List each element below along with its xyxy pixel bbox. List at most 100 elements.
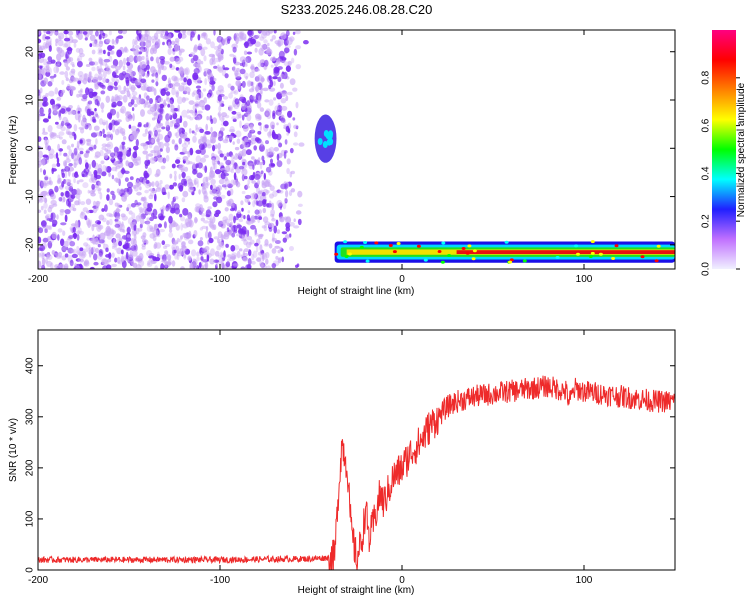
noise-dot bbox=[222, 120, 229, 127]
noise-dot bbox=[126, 234, 131, 238]
noise-dot bbox=[285, 226, 290, 232]
noise-dot bbox=[263, 39, 268, 44]
signal-band-speck bbox=[614, 244, 619, 248]
noise-dot bbox=[136, 255, 141, 261]
noise-dot bbox=[76, 58, 80, 62]
noise-dot bbox=[71, 203, 76, 208]
noise-dot bbox=[218, 162, 224, 167]
noise-dot bbox=[271, 35, 276, 40]
noise-dot bbox=[209, 218, 213, 223]
noise-dot bbox=[230, 154, 235, 160]
noise-dot bbox=[167, 191, 170, 200]
noise-dot bbox=[266, 265, 272, 269]
noise-dot bbox=[113, 160, 118, 166]
noise-dot bbox=[260, 30, 267, 39]
noise-dot bbox=[148, 133, 152, 142]
noise-dot bbox=[202, 88, 207, 92]
noise-dot bbox=[100, 102, 105, 110]
noise-dot bbox=[97, 187, 101, 195]
noise-dot bbox=[289, 233, 292, 238]
noise-dot bbox=[161, 240, 166, 246]
noise-dot bbox=[187, 161, 193, 165]
noise-dot bbox=[81, 250, 87, 256]
noise-dot bbox=[243, 36, 247, 42]
noise-dot bbox=[152, 208, 158, 217]
noise-dot bbox=[250, 38, 256, 45]
noise-dot bbox=[252, 250, 258, 258]
noise-dot bbox=[138, 32, 142, 40]
noise-dot bbox=[252, 164, 255, 171]
noise-dot bbox=[148, 194, 154, 200]
noise-dot bbox=[194, 179, 197, 186]
noise-dot bbox=[134, 134, 138, 140]
noise-dot bbox=[230, 253, 236, 261]
noise-dot bbox=[234, 32, 240, 37]
noise-dot bbox=[38, 72, 42, 81]
noise-dot bbox=[146, 207, 153, 212]
noise-dot bbox=[244, 184, 249, 190]
noise-dot bbox=[87, 100, 93, 105]
noise-dot bbox=[80, 128, 85, 134]
noise-dot bbox=[146, 224, 154, 233]
noise-dot bbox=[195, 163, 199, 169]
noise-dot bbox=[214, 186, 218, 190]
noise-dot bbox=[282, 202, 287, 210]
noise-dot bbox=[165, 91, 171, 96]
noise-dot bbox=[220, 127, 225, 132]
noise-dot bbox=[220, 259, 224, 268]
noise-dot bbox=[42, 127, 46, 133]
noise-dot bbox=[142, 150, 148, 155]
noise-dot bbox=[108, 30, 112, 36]
noise-dot bbox=[139, 217, 145, 225]
noise-dot bbox=[161, 74, 167, 82]
noise-dot bbox=[142, 142, 147, 147]
noise-dot bbox=[71, 152, 75, 160]
noise-dot bbox=[125, 160, 129, 167]
noise-dot bbox=[55, 121, 59, 125]
noise-dot bbox=[167, 103, 171, 108]
noise-dot bbox=[216, 185, 222, 192]
noise-dot bbox=[247, 30, 254, 37]
noise-dot bbox=[241, 190, 246, 195]
noise-dot bbox=[98, 59, 102, 64]
noise-dot bbox=[139, 48, 145, 53]
noise-dot bbox=[285, 95, 289, 102]
noise-dot bbox=[207, 75, 211, 80]
noise-dot bbox=[100, 90, 106, 95]
noise-dot bbox=[155, 72, 159, 79]
noise-dot bbox=[273, 225, 278, 234]
noise-dot bbox=[188, 230, 192, 239]
noise-dot bbox=[38, 209, 42, 213]
noise-dot bbox=[136, 179, 140, 188]
noise-dot bbox=[122, 65, 126, 71]
noise-dot bbox=[118, 240, 123, 247]
noise-dot bbox=[246, 185, 250, 189]
noise-dot bbox=[113, 146, 119, 154]
noise-dot bbox=[149, 106, 156, 113]
noise-dot bbox=[272, 110, 276, 117]
noise-dot bbox=[254, 159, 257, 166]
noise-dot bbox=[57, 234, 60, 241]
noise-dot bbox=[196, 181, 199, 188]
signal-band-speck bbox=[590, 240, 595, 244]
noise-dot bbox=[131, 222, 136, 226]
noise-dot bbox=[71, 188, 78, 196]
noise-dot bbox=[281, 256, 285, 263]
noise-dot bbox=[265, 179, 271, 184]
noise-dot bbox=[143, 84, 150, 91]
noise-dot bbox=[60, 120, 65, 127]
noise-dot bbox=[80, 211, 84, 216]
noise-dot bbox=[180, 222, 184, 231]
noise-dot bbox=[154, 125, 159, 132]
noise-dot bbox=[228, 106, 232, 112]
noise-dot bbox=[158, 67, 162, 75]
noise-dot bbox=[271, 237, 275, 243]
noise-dot bbox=[98, 57, 103, 62]
noise-dot bbox=[85, 162, 89, 170]
noise-dot bbox=[43, 182, 47, 189]
noise-dot bbox=[289, 171, 293, 178]
noise-dot bbox=[78, 157, 83, 165]
noise-dot bbox=[126, 61, 131, 66]
noise-dot bbox=[101, 143, 108, 147]
noise-dot bbox=[70, 110, 76, 115]
